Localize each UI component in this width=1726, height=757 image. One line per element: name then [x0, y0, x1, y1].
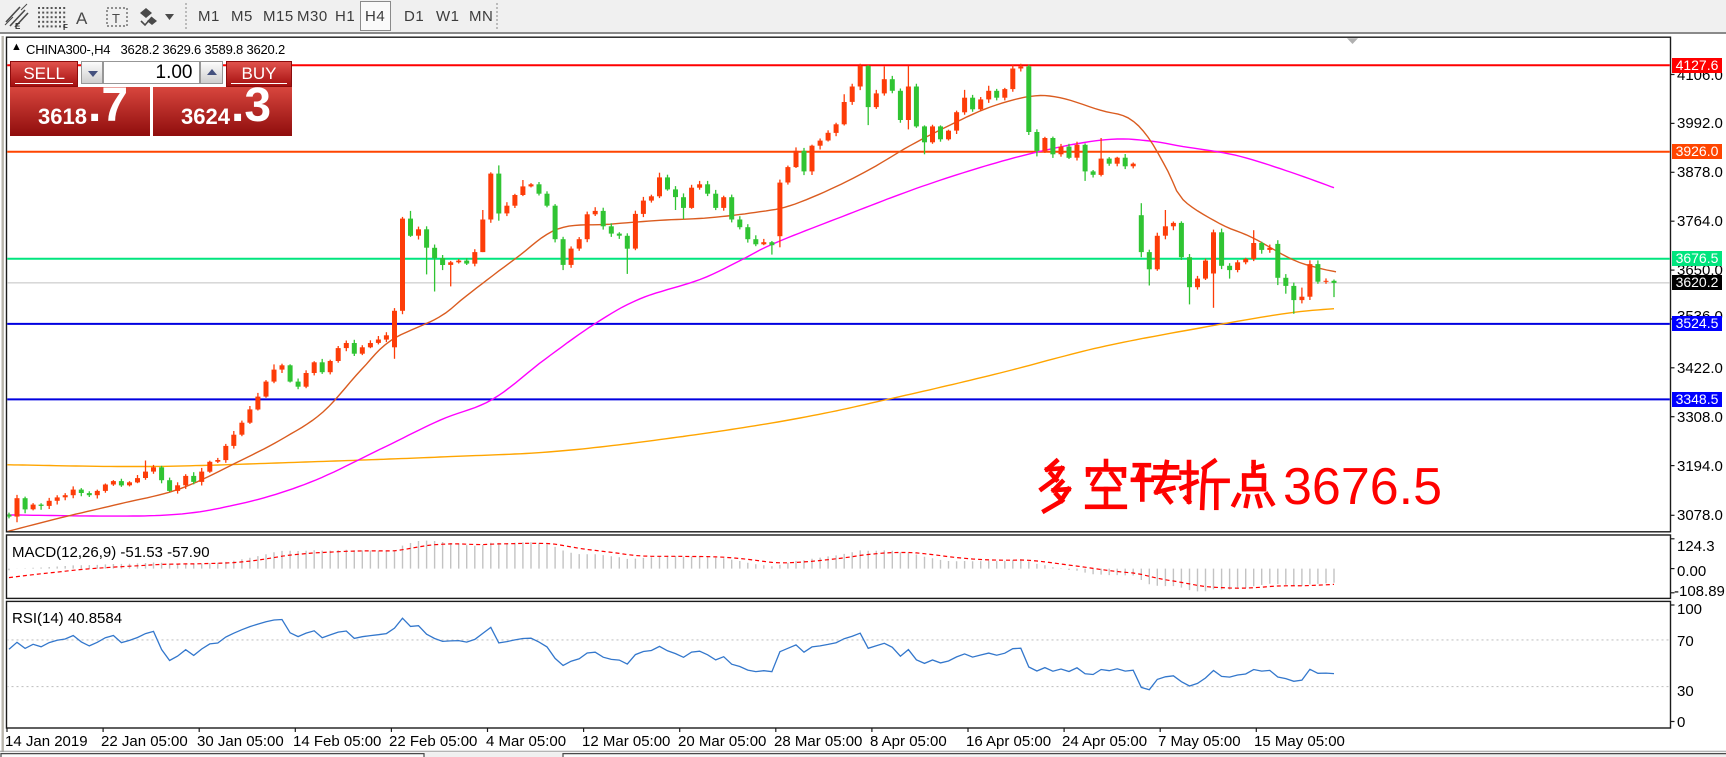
svg-text:A: A [76, 9, 88, 28]
svg-text:T: T [112, 11, 120, 26]
svg-text:3676.5: 3676.5 [1283, 458, 1442, 516]
svg-text:E: E [15, 22, 21, 31]
svg-text:F: F [63, 23, 68, 32]
